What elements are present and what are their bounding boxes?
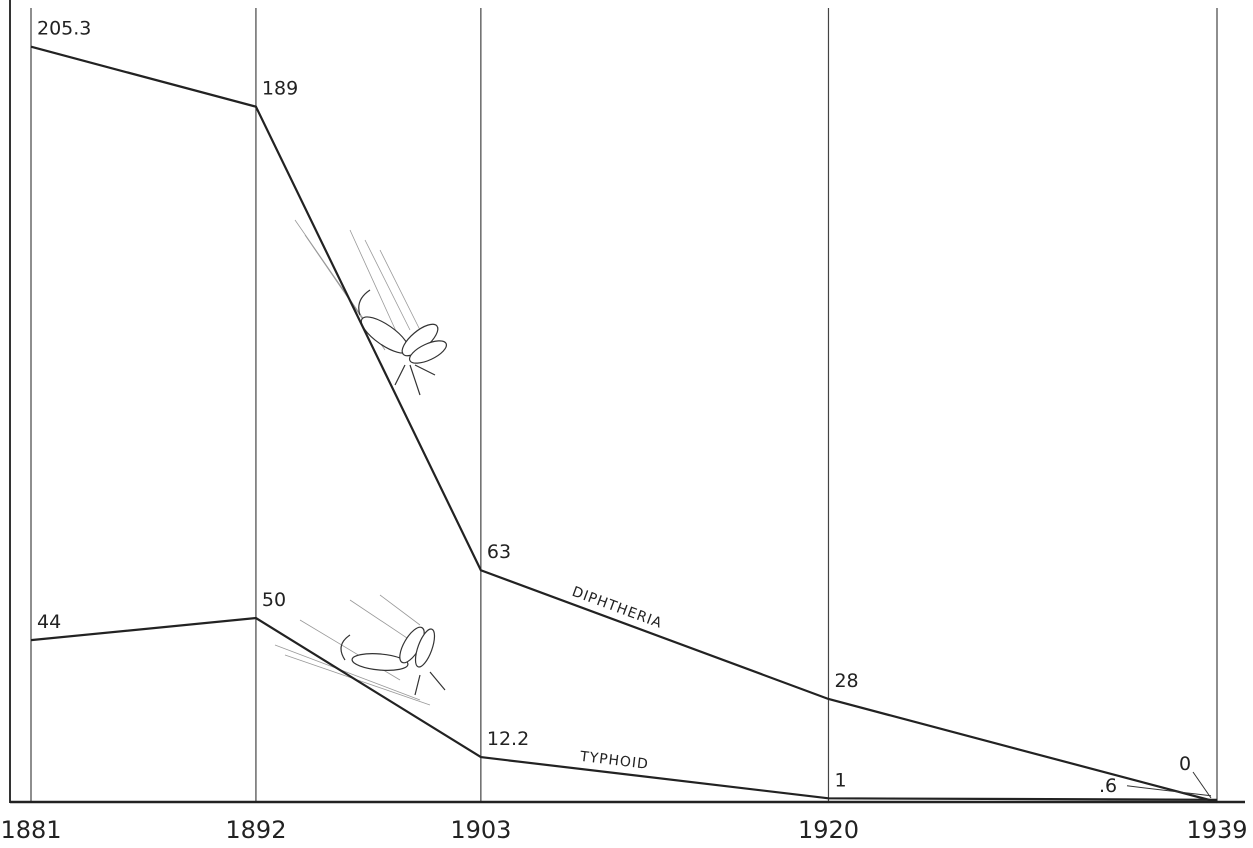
value-label: 50 [262, 589, 286, 611]
value-label: 63 [487, 541, 511, 563]
chart: 18811892190319201939205.318963280DIPHTHE… [0, 0, 1253, 848]
mosquito-drawing [295, 220, 450, 395]
x-tick-label: 1892 [225, 816, 286, 844]
series-line [31, 47, 1217, 802]
series-line [31, 618, 1217, 800]
value-label: 28 [834, 670, 858, 692]
value-label: 205.3 [37, 18, 91, 40]
value-label: 1 [834, 769, 846, 791]
value-label: 44 [37, 611, 61, 633]
value-label: 0 [1179, 753, 1191, 775]
value-label: 12.2 [487, 728, 529, 750]
x-tick-label: 1920 [798, 816, 859, 844]
value-label: .6 [1099, 775, 1117, 797]
x-tick-label: 1881 [0, 816, 61, 844]
value-label: 189 [262, 78, 298, 100]
label-pointer [1127, 786, 1211, 796]
mosquito-drawing [275, 595, 445, 705]
x-tick-label: 1903 [450, 816, 511, 844]
x-tick-label: 1939 [1186, 816, 1247, 844]
